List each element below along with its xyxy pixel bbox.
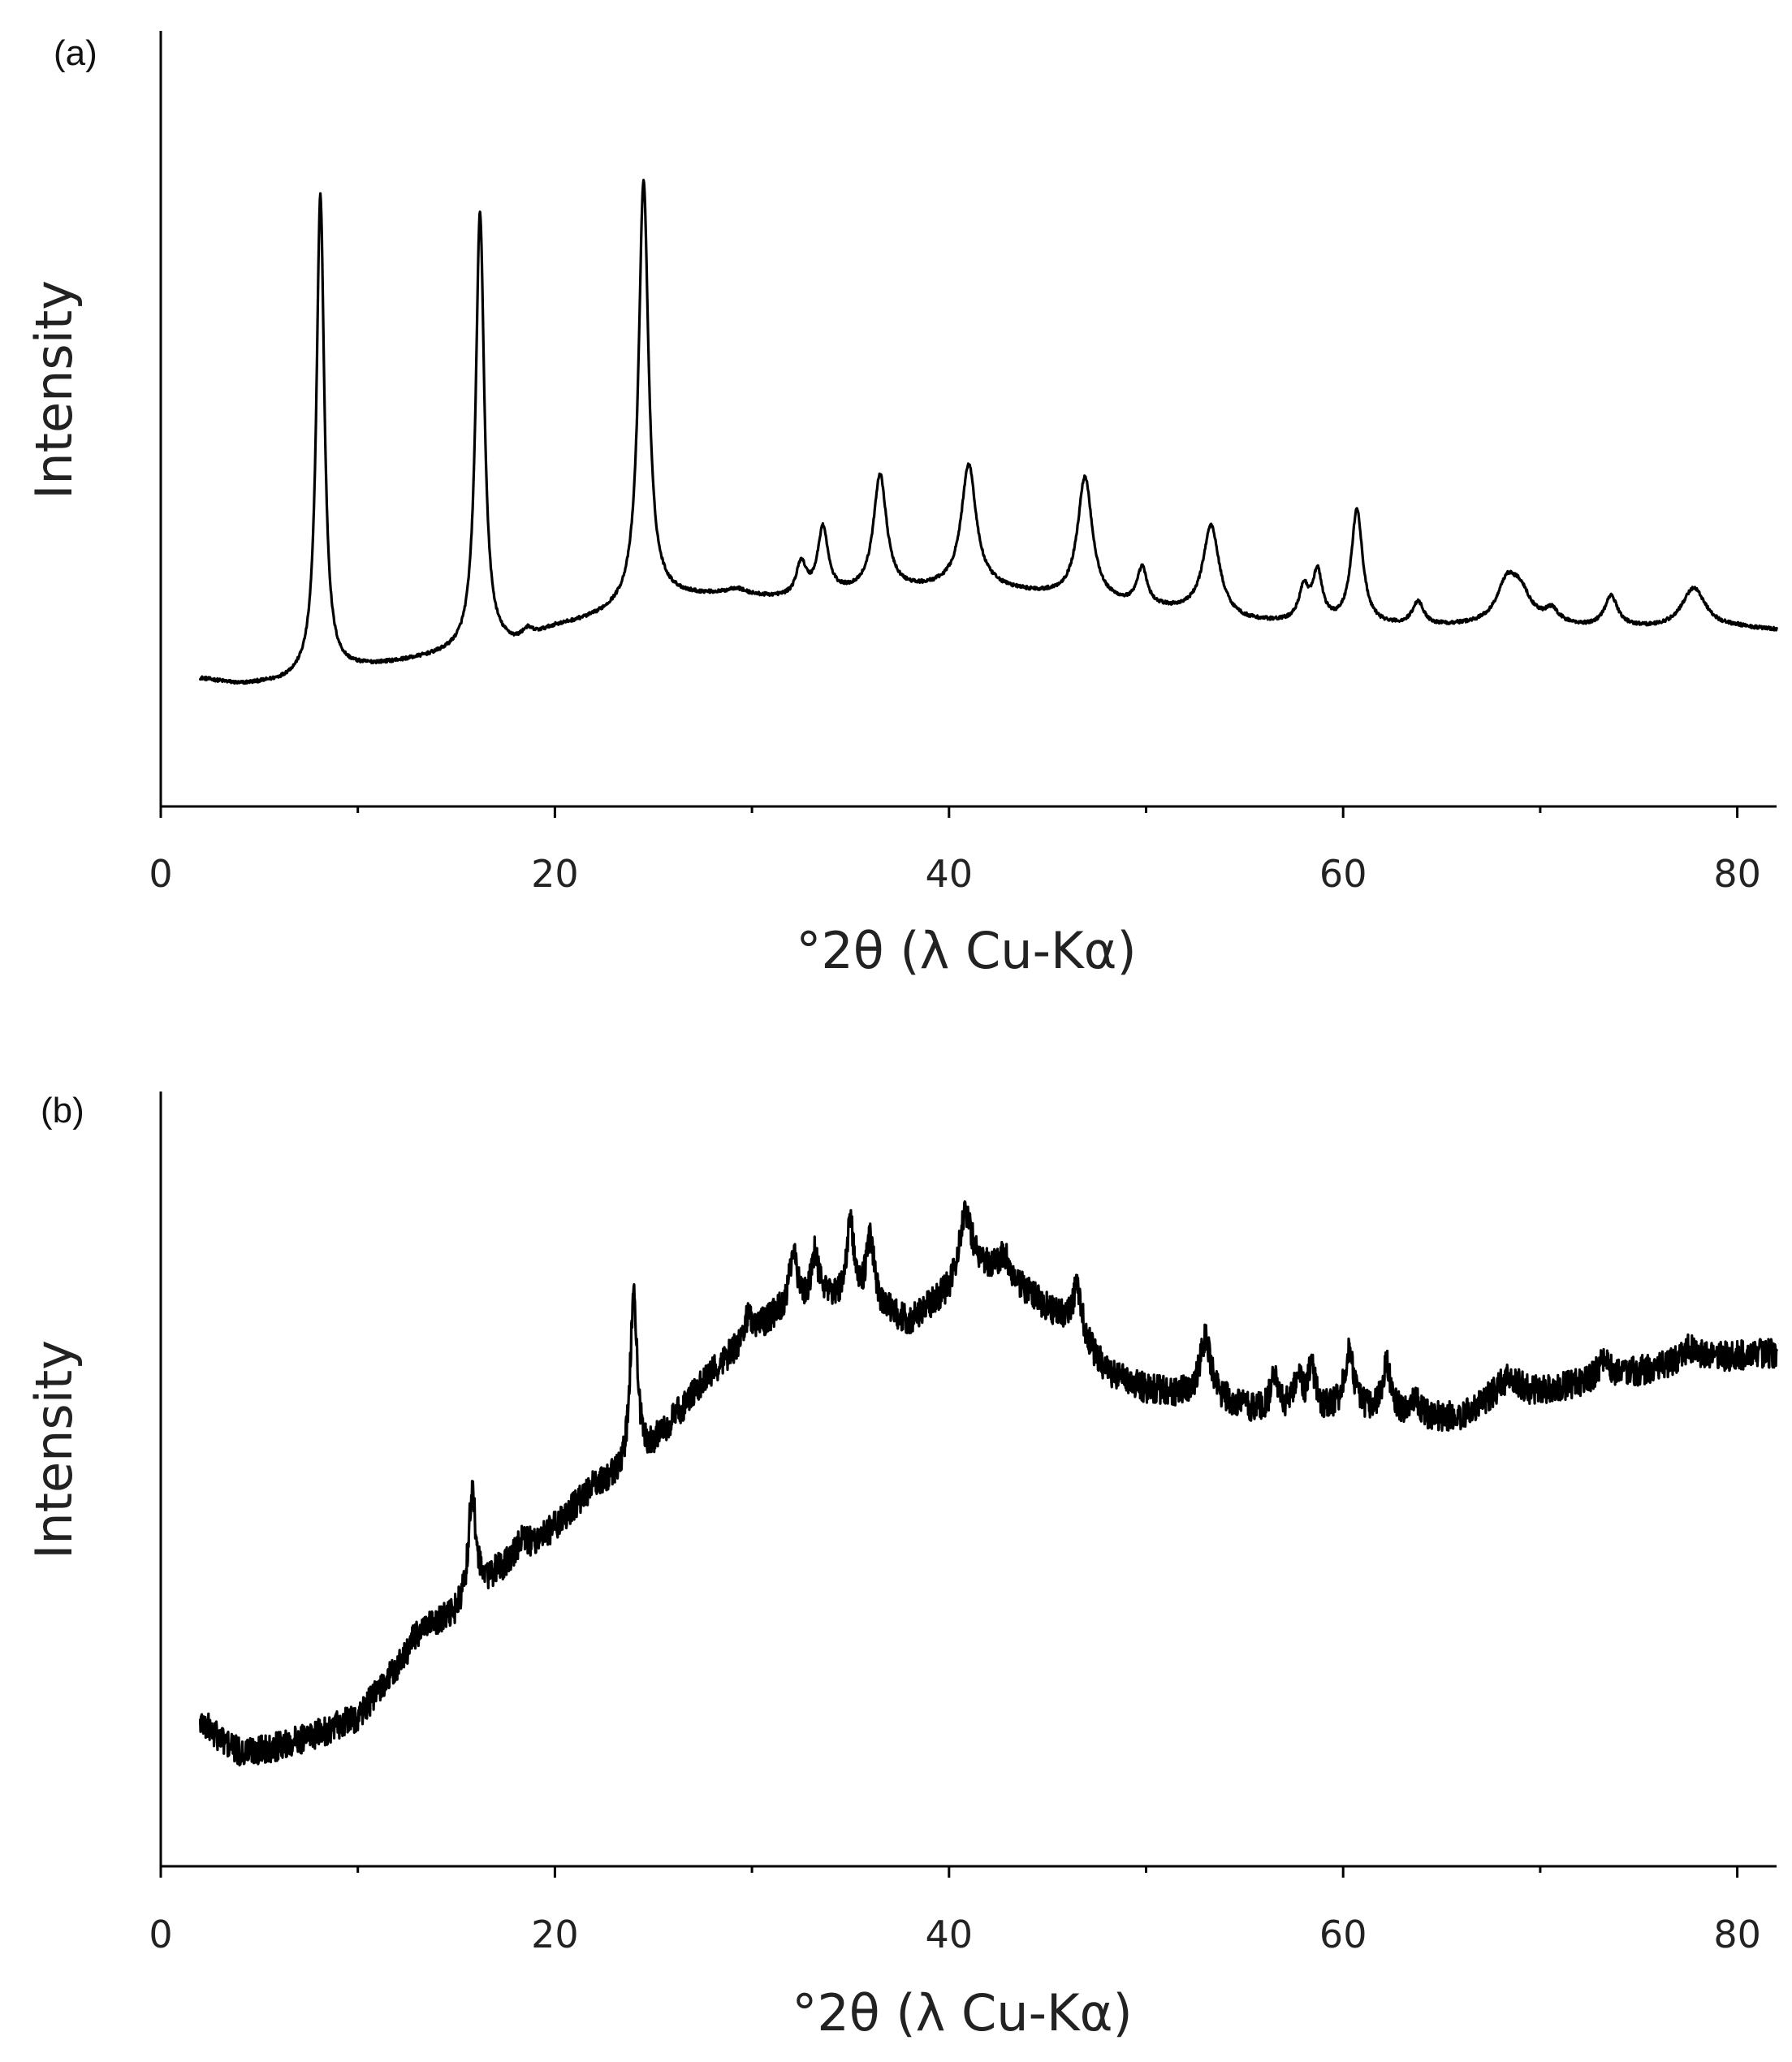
panel-b-diffraction-trace <box>198 1200 1778 1767</box>
panel-a-diffraction-trace <box>198 179 1778 685</box>
x-tick-label: 20 <box>531 852 579 896</box>
panel-a-y-axis-title: Intensity <box>24 280 84 499</box>
panel-a-x-axis-title: °2θ (λ Cu-Kα) <box>796 921 1136 980</box>
panel-b: (b) 0 20 40 60 80 °2θ (λ Cu-Kα) Intensity <box>24 1091 1778 2043</box>
panel-b-x-tick-labels: 0 20 40 60 80 <box>149 1913 1761 1956</box>
x-tick-label: 40 <box>926 1913 974 1956</box>
panel-a: (a) 0 20 40 60 80 °2θ (λ Cu-Kα) Intensity <box>24 31 1778 980</box>
x-tick-label: 0 <box>149 1913 172 1956</box>
panel-b-x-ticks <box>159 1866 1739 1878</box>
panel-a-x-tick-labels: 0 20 40 60 80 <box>149 852 1761 896</box>
x-tick-label: 0 <box>149 852 172 896</box>
x-tick-label: 80 <box>1713 1913 1761 1956</box>
x-tick-label: 60 <box>1319 1913 1367 1956</box>
panel-a-x-ticks <box>159 806 1739 818</box>
panel-b-label: (b) <box>41 1091 84 1130</box>
panel-b-y-axis-title: Intensity <box>24 1340 84 1559</box>
x-tick-label: 20 <box>531 1913 579 1956</box>
panel-b-x-axis-title: °2θ (λ Cu-Kα) <box>792 1983 1132 2043</box>
panel-a-label: (a) <box>54 33 97 73</box>
x-tick-label: 40 <box>926 852 974 896</box>
x-tick-label: 80 <box>1713 852 1761 896</box>
x-tick-label: 60 <box>1319 852 1367 896</box>
